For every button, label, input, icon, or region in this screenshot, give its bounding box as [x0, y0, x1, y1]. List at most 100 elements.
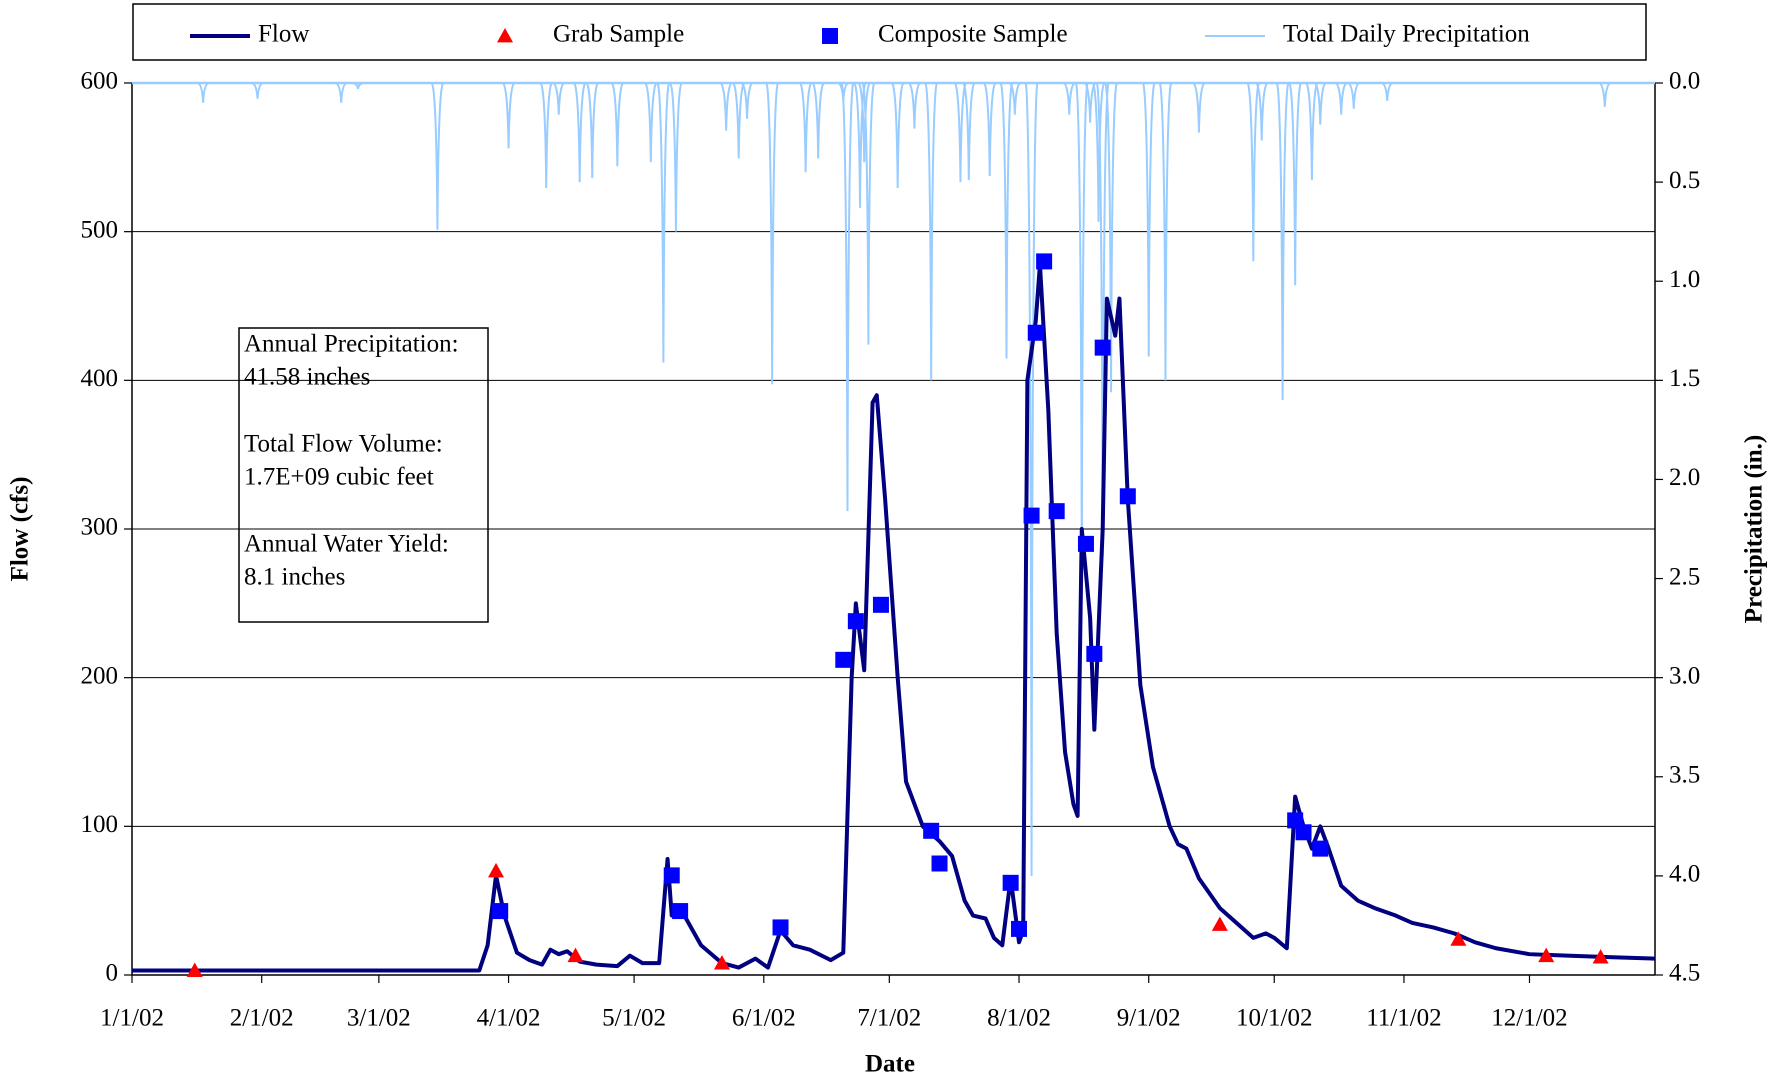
precip-spike	[1074, 82, 1089, 575]
precip-spike	[961, 82, 976, 181]
annotation-text: 41.58 inches	[244, 364, 370, 391]
grab-sample	[1450, 931, 1467, 946]
y2-tick-label: 4.5	[1669, 960, 1700, 987]
y2-tick-label: 3.0	[1669, 662, 1700, 689]
composite-sample	[1295, 824, 1312, 841]
composite-sample	[672, 903, 689, 920]
grab-sample	[567, 947, 584, 963]
precip-spike	[552, 82, 566, 115]
precip-spike	[1304, 82, 1319, 181]
annotation-text: Total Flow Volume:	[244, 431, 443, 458]
composite-sample	[1036, 253, 1053, 270]
precip-spike	[572, 82, 587, 183]
composite-sample	[1077, 535, 1094, 552]
precip-spike	[196, 82, 210, 103]
composite-sample	[1011, 920, 1028, 937]
composite-sample	[1002, 874, 1019, 891]
composite-sample	[663, 867, 680, 884]
precip-spike	[924, 82, 939, 381]
precip-spike	[251, 82, 264, 99]
composite-sample	[847, 613, 864, 630]
composite-sample	[1094, 339, 1111, 356]
precip-spike	[798, 82, 813, 173]
y2-tick-label: 1.0	[1669, 266, 1700, 293]
x-tick-label: 5/1/02	[602, 1005, 666, 1032]
precip-spike	[857, 82, 872, 163]
composite-sample	[1312, 840, 1329, 857]
precip-spike	[610, 82, 625, 167]
x-tick-label: 7/1/02	[857, 1005, 921, 1032]
precip-spike	[907, 82, 921, 129]
precip-spike	[719, 82, 733, 131]
x-tick-label: 6/1/02	[732, 1005, 796, 1032]
precip-spike	[1598, 82, 1612, 107]
precip-spike	[890, 82, 905, 189]
grab-sample	[488, 862, 505, 878]
annotation-text: 1.7E+09 cubic feet	[244, 464, 434, 491]
precip-spike	[731, 82, 746, 159]
annotation-text: Annual Water Yield:	[244, 531, 449, 558]
grab-sample	[1211, 916, 1228, 931]
annotation-text: Annual Precipitation:	[244, 331, 459, 358]
precip-spike	[1254, 82, 1269, 141]
legend-swatch	[822, 28, 838, 44]
composite-sample	[772, 919, 789, 936]
x-axis-label: Date	[865, 1051, 915, 1078]
precip-spike	[1141, 82, 1156, 357]
precip-spike	[999, 82, 1014, 359]
legend-label: Grab Sample	[553, 21, 684, 48]
y2-tick-label: 3.5	[1669, 762, 1700, 789]
precip-spike	[1192, 82, 1206, 133]
precip-spike	[501, 82, 516, 149]
composite-sample	[923, 822, 940, 839]
grab-sample	[1538, 947, 1555, 963]
y2-tick-label: 2.0	[1669, 464, 1700, 491]
x-tick-label: 9/1/02	[1117, 1005, 1181, 1032]
x-tick-label: 12/1/02	[1491, 1005, 1567, 1032]
precip-spike	[1275, 82, 1290, 401]
x-tick-label: 10/1/02	[1236, 1005, 1312, 1032]
precip-spike	[430, 82, 445, 230]
composite-sample	[872, 596, 889, 613]
y-tick-label: 100	[81, 811, 119, 838]
precip-spike	[861, 82, 876, 345]
composite-sample	[492, 903, 509, 920]
precip-spike	[765, 82, 780, 385]
precip-spike	[643, 82, 658, 163]
precip-spike	[668, 82, 683, 232]
composite-sample	[1023, 507, 1040, 524]
x-tick-label: 3/1/02	[347, 1005, 411, 1032]
precip-spike	[1334, 82, 1348, 115]
composite-sample	[1048, 503, 1065, 520]
composite-sample	[1086, 645, 1103, 662]
composite-sample	[835, 651, 852, 668]
y-axis-label: Flow (cfs)	[7, 477, 34, 582]
grab-sample	[713, 955, 730, 970]
y2-tick-label: 0.0	[1669, 68, 1700, 95]
precip-spike	[740, 82, 754, 119]
legend-label: Composite Sample	[878, 21, 1068, 48]
composite-sample	[931, 855, 948, 872]
precip-spike	[1008, 82, 1022, 115]
legend-label: Total Daily Precipitation	[1283, 21, 1530, 48]
y2-axis-label: Precipitation (in.)	[1741, 435, 1768, 623]
precip-spike	[1288, 82, 1303, 286]
grab-sample	[186, 962, 203, 977]
y-tick-label: 500	[81, 216, 119, 243]
annotation-box	[238, 327, 489, 623]
precip-spike	[1062, 82, 1076, 115]
precip-spike	[1246, 82, 1261, 262]
precip-spike	[1313, 82, 1327, 125]
precip-spike	[1380, 82, 1394, 101]
composite-sample	[1027, 324, 1044, 341]
precip-spike	[585, 82, 600, 179]
y-tick-label: 600	[81, 68, 119, 95]
y2-tick-label: 2.5	[1669, 563, 1700, 590]
composite-sample	[1119, 488, 1136, 505]
precip-spike	[1347, 82, 1361, 109]
x-tick-label: 4/1/02	[477, 1005, 541, 1032]
precip-spike	[982, 82, 997, 177]
precip-spike	[539, 82, 554, 189]
x-tick-label: 11/1/02	[1366, 1005, 1441, 1032]
